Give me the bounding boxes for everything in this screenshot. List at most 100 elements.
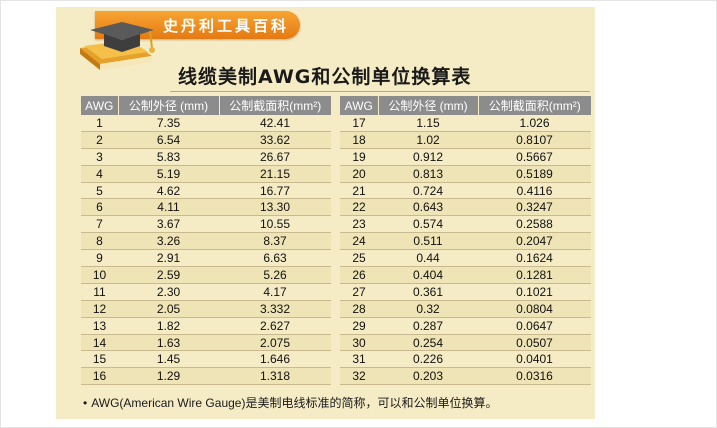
cell-diameter: 5.19 xyxy=(118,165,219,183)
cell-awg: 18 xyxy=(340,131,378,149)
cell-awg: 8 xyxy=(81,232,118,251)
bullet-icon: • xyxy=(83,396,88,410)
cell-diameter: 3.26 xyxy=(118,232,219,251)
table-row: 28 0.32 0.0804 xyxy=(340,300,591,318)
cell-awg: 4 xyxy=(81,165,118,183)
cell-awg: 17 xyxy=(340,115,378,132)
cell-awg: 14 xyxy=(81,334,118,352)
cell-area: 0.2047 xyxy=(478,232,591,251)
cell-area: 13.30 xyxy=(219,198,331,217)
title-divider xyxy=(170,91,590,92)
cell-area: 0.0401 xyxy=(478,350,591,369)
table-header-row: AWG 公制外径 (mm) 公制截面积(mm²) xyxy=(81,96,331,115)
table-row: 5 4.62 16.77 xyxy=(81,182,331,200)
cell-diameter: 1.15 xyxy=(378,115,478,132)
table-row: 20 0.813 0.5189 xyxy=(340,165,591,183)
cell-awg: 16 xyxy=(81,367,118,386)
table-row: 23 0.574 0.2588 xyxy=(340,215,591,234)
cell-awg: 28 xyxy=(340,300,378,318)
cell-diameter: 0.226 xyxy=(378,350,478,369)
cell-awg: 6 xyxy=(81,198,118,217)
cell-diameter: 1.82 xyxy=(118,317,219,335)
cell-area: 1.646 xyxy=(219,350,331,369)
cell-area: 0.2588 xyxy=(478,215,591,234)
cell-awg: 3 xyxy=(81,148,118,166)
cell-area: 0.0507 xyxy=(478,334,591,352)
header-area: 公制截面积(mm²) xyxy=(219,96,331,115)
table-row: 16 1.29 1.318 xyxy=(81,367,331,386)
cell-awg: 31 xyxy=(340,350,378,369)
cell-diameter: 2.59 xyxy=(118,266,219,284)
cell-awg: 7 xyxy=(81,215,118,234)
cell-area: 26.67 xyxy=(219,148,331,166)
cell-diameter: 0.203 xyxy=(378,367,478,386)
cell-diameter: 7.35 xyxy=(118,115,219,132)
page-title: 线缆美制AWG和公制单位换算表 xyxy=(178,66,472,88)
cell-diameter: 0.724 xyxy=(378,182,478,200)
table-row: 3 5.83 26.67 xyxy=(81,148,331,166)
cell-area: 3.332 xyxy=(219,300,331,318)
cell-awg: 24 xyxy=(340,232,378,251)
table-row: 29 0.287 0.0647 xyxy=(340,317,591,335)
table-row: 18 1.02 0.8107 xyxy=(340,131,591,149)
cell-diameter: 0.361 xyxy=(378,283,478,301)
book-with-graduation-cap-icon xyxy=(80,22,155,70)
table-row: 2 6.54 33.62 xyxy=(81,131,331,149)
cell-awg: 13 xyxy=(81,317,118,335)
cell-awg: 9 xyxy=(81,249,118,268)
cell-awg: 26 xyxy=(340,266,378,284)
cell-diameter: 3.67 xyxy=(118,215,219,234)
cell-area: 6.63 xyxy=(219,249,331,268)
cell-area: 5.26 xyxy=(219,266,331,284)
cell-area: 0.0804 xyxy=(478,300,591,318)
table-row: 15 1.45 1.646 xyxy=(81,350,331,369)
cell-diameter: 1.02 xyxy=(378,131,478,149)
cell-area: 0.4116 xyxy=(478,182,591,200)
table-row: 4 5.19 21.15 xyxy=(81,165,331,183)
table-row: 17 1.15 1.026 xyxy=(340,115,591,132)
footnote-text: AWG(American Wire Gauge)是美制电线标准的简称，可以和公制… xyxy=(91,396,498,410)
cell-awg: 5 xyxy=(81,182,118,200)
cell-diameter: 0.511 xyxy=(378,232,478,251)
cell-diameter: 5.83 xyxy=(118,148,219,166)
cell-diameter: 2.91 xyxy=(118,249,219,268)
cell-awg: 2 xyxy=(81,131,118,149)
cell-awg: 23 xyxy=(340,215,378,234)
header-area: 公制截面积(mm²) xyxy=(478,96,591,115)
cell-diameter: 0.643 xyxy=(378,198,478,217)
cell-awg: 1 xyxy=(81,115,118,132)
cell-area: 21.15 xyxy=(219,165,331,183)
table-row: 6 4.11 13.30 xyxy=(81,198,331,217)
header-diameter: 公制外径 (mm) xyxy=(118,96,220,115)
cell-awg: 29 xyxy=(340,317,378,335)
cell-diameter: 0.287 xyxy=(378,317,478,335)
table-row: 13 1.82 2.627 xyxy=(81,317,331,335)
cell-area: 0.1281 xyxy=(478,266,591,284)
table-row: 19 0.912 0.5667 xyxy=(340,148,591,166)
awg-table-right: AWG 公制外径 (mm) 公制截面积(mm²) 17 1.15 1.026 18 1.… xyxy=(340,96,591,386)
brand-banner-text: 史丹利工具百科 xyxy=(163,16,290,35)
table-row: 1 7.35 42.41 xyxy=(81,115,331,132)
table-row: 31 0.226 0.0401 xyxy=(340,350,591,369)
cell-area: 2.627 xyxy=(219,317,331,335)
cell-diameter: 0.32 xyxy=(378,300,478,318)
cell-awg: 30 xyxy=(340,334,378,352)
table-row: 9 2.91 6.63 xyxy=(81,249,331,268)
cell-area: 0.0316 xyxy=(478,367,591,386)
table-row: 12 2.05 3.332 xyxy=(81,300,331,318)
cell-awg: 25 xyxy=(340,249,378,268)
cell-area: 8.37 xyxy=(219,232,331,251)
table-row: 21 0.724 0.4116 xyxy=(340,182,591,200)
cell-awg: 22 xyxy=(340,198,378,217)
table-row: 14 1.63 2.075 xyxy=(81,334,331,352)
cell-awg: 21 xyxy=(340,182,378,200)
cell-area: 0.1021 xyxy=(478,283,591,301)
table-row: 27 0.361 0.1021 xyxy=(340,283,591,301)
cell-area: 1.318 xyxy=(219,367,331,386)
table-row: 25 0.44 0.1624 xyxy=(340,249,591,268)
cell-awg: 27 xyxy=(340,283,378,301)
header-awg: AWG xyxy=(340,96,379,115)
table-row: 30 0.254 0.0507 xyxy=(340,334,591,352)
cell-diameter: 0.44 xyxy=(378,249,478,268)
cell-area: 2.075 xyxy=(219,334,331,352)
